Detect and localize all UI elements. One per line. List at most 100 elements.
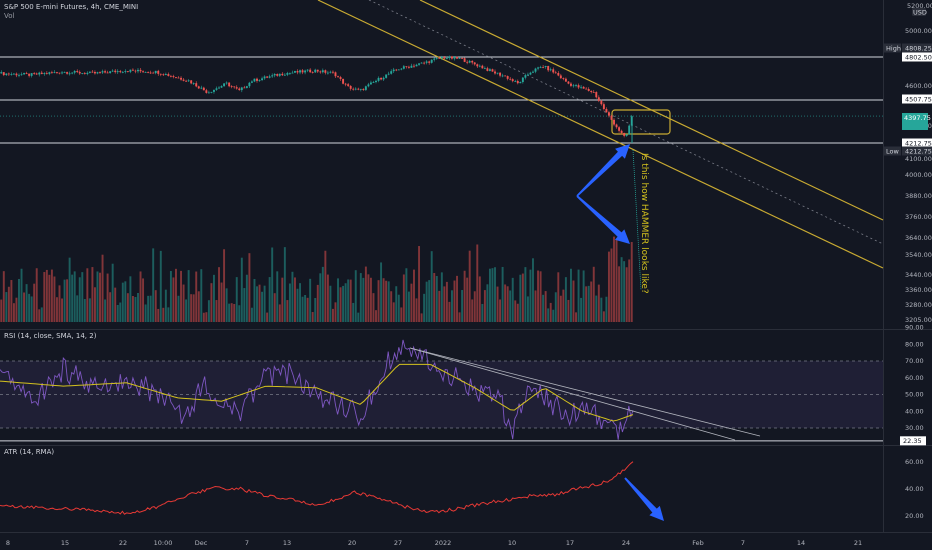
price-axis[interactable]: 5200.00USD5000.004600.004300.004100.0040… [884,2,932,324]
rsi-band-fill [0,361,883,428]
volume-bar [248,253,251,322]
candle-body [119,71,122,73]
volume-bar [50,269,53,322]
rsi-axis[interactable]: 90.00 80.00 70.00 60.00 50.00 40.00 30.00 22.35 [900,324,926,446]
volume-bar [509,290,512,322]
candle-body [268,76,271,78]
candle-body [334,72,337,77]
candle-body [169,75,172,77]
candle-body [375,80,377,83]
volume-bar [613,236,615,322]
candle-body [126,71,129,72]
candle-body [605,109,608,113]
volume-bar [590,281,593,322]
price-tick: 3880.00 [905,192,932,200]
volume-bar [30,296,33,322]
volume-bar [504,284,507,322]
volume-bar [575,312,577,322]
volume-bar [78,277,81,322]
candle-body [410,65,413,68]
high-tag-label: High [886,44,901,52]
candle-body [248,82,251,87]
volume-bar [526,296,529,322]
candle-body [86,72,89,74]
candle-body [18,74,20,76]
candle-body [390,71,393,74]
volume-bar [453,280,456,322]
volume-bar [445,281,448,322]
candle-body [402,66,405,69]
atr-axis[interactable]: 60.00 40.00 20.00 [905,458,924,520]
candle-body [392,69,395,72]
candle-body [537,67,540,69]
candle-body [50,72,53,74]
volume-bar [329,285,332,322]
candle-body [33,73,36,74]
candle-body [43,73,46,75]
candle-body [326,72,329,74]
volume-bar [537,270,540,322]
volume-bar [182,284,185,322]
volume-bar [428,280,431,322]
candle-body [137,69,139,72]
candle-body [544,65,547,67]
candle-body [35,73,38,75]
candle-body [121,71,124,73]
candlesticks [0,55,633,143]
candle-body [514,80,517,82]
candle-body [610,115,613,120]
price-tick: 3540.00 [905,251,932,259]
candle-body [207,92,210,94]
price-tick: 4600.00 [905,82,932,90]
candle-body [73,70,76,73]
volume-bar [114,287,117,322]
volume-bar [532,258,534,322]
candle-body [481,65,484,69]
time-axis[interactable]: 8 15 22 10:00 Dec 7 13 20 27 2022 10 17 24 Feb 7 14 21 [6,539,862,547]
volume-bar [392,302,395,322]
arrow-to-volume [576,195,630,244]
volume-bar [296,288,299,322]
volume-bar [245,274,248,322]
volume-bar [2,271,5,322]
candle-body [109,71,112,74]
volume-bar [43,272,46,322]
volume-bar [316,284,319,322]
volume-bar [466,277,469,322]
hammer-annotation[interactable]: Is this how HAMMER looks like? [639,153,649,294]
candle-body [607,112,610,116]
volume-bar [210,283,213,322]
volume-bar [301,296,304,322]
candle-body [301,70,304,73]
candle-body [53,72,56,73]
last-price-value: 4397.75 [904,114,931,122]
level-4802-badge [902,52,932,62]
volume-bar [524,267,527,322]
candle-body [288,72,291,74]
price-tick: 5000.00 [905,27,932,35]
volume-bar [91,267,94,322]
volume-bar [488,268,491,322]
rsi-tick: 30.00 [905,424,924,432]
candle-body [623,132,626,136]
candle-body [192,83,195,84]
candle-body [461,58,464,59]
candle-body [415,64,418,67]
volume-bar [121,282,124,322]
candle-body [572,85,575,87]
candle-body [570,83,572,86]
candle-body [554,72,557,74]
candle-body [296,71,299,73]
candle-body [243,87,246,89]
candle-body [526,74,529,76]
volume-bar [423,293,426,322]
volume-bar [357,312,360,322]
volume-bar [585,286,588,322]
time-tick: 24 [622,539,630,547]
candle-body [276,74,279,76]
candle-body [362,88,365,90]
volume-bar [207,300,210,322]
candle-body [220,86,223,88]
volume-bar [195,271,198,322]
